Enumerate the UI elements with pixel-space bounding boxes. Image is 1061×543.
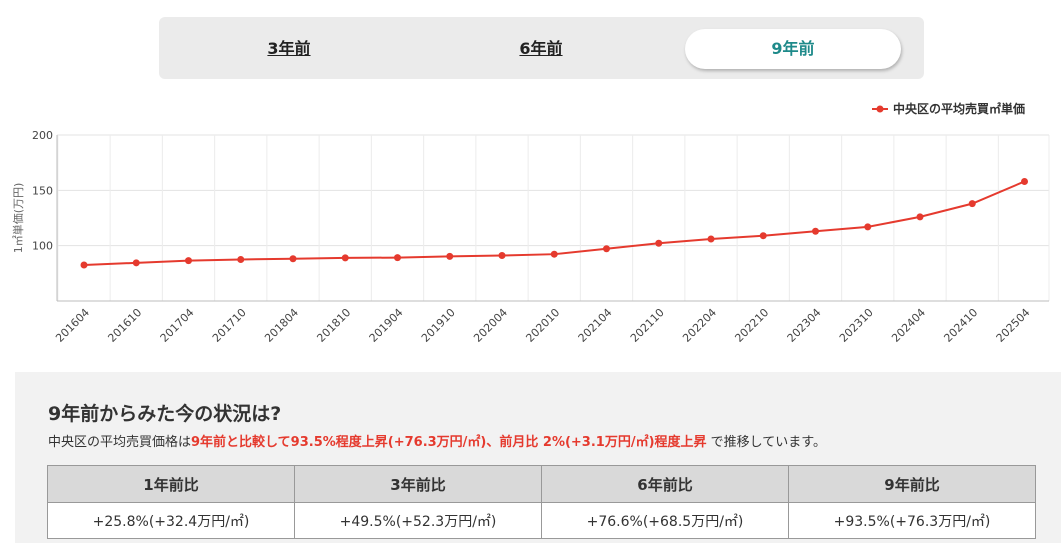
data-point	[864, 223, 872, 231]
data-point	[550, 250, 558, 258]
x-tick-label: 202104	[576, 306, 615, 345]
x-tick-label: 202404	[889, 306, 928, 345]
y-axis-label: 1㎡単価(万円)	[11, 183, 25, 254]
data-point	[394, 254, 401, 262]
data-point	[341, 254, 349, 262]
x-tick-label: 201810	[314, 306, 353, 345]
summary-title: 9年前からみた今の状況は?	[48, 403, 282, 425]
legend-marker	[876, 105, 884, 113]
data-point	[289, 255, 297, 263]
table-cell-1y: +25.8%(+32.4万円/㎡)	[47, 502, 295, 539]
table-header-6y: 6年前比	[541, 465, 789, 503]
y-tick-label: 100	[32, 240, 53, 253]
table-header-1y: 1年前比	[47, 465, 295, 503]
x-tick-label: 201904	[367, 306, 406, 345]
x-tick-label: 202110	[628, 306, 667, 345]
x-tick-label: 202410	[941, 306, 980, 345]
data-point	[1021, 177, 1028, 185]
data-point	[707, 235, 715, 243]
price-trend-chart: 100 150 200 201604 201610 201704 201710 201804 2…	[0, 95, 1061, 365]
tab-9-years[interactable]: 9年前	[685, 29, 901, 69]
tab-6-years[interactable]: 6年前	[519, 39, 563, 58]
data-point	[916, 213, 924, 221]
table-header-9y: 9年前比	[788, 465, 1036, 503]
summary-section: 9年前からみた今の状況は? 中央区の平均売買価格は9年前と比較して93.5%程度…	[15, 372, 1061, 543]
data-point	[237, 256, 245, 263]
data-point	[132, 259, 140, 267]
x-tick-label: 201610	[105, 306, 144, 345]
x-tick-label: 201704	[158, 306, 197, 345]
tab-3-years[interactable]: 3年前	[267, 39, 311, 58]
data-point	[185, 257, 192, 265]
summary-text-suffix: で推移しています。	[706, 435, 826, 450]
y-tick-label: 200	[32, 129, 53, 142]
x-tick-label: 202310	[837, 306, 876, 345]
x-tick-label: 202210	[732, 306, 771, 345]
data-point	[498, 252, 506, 260]
data-point	[655, 239, 663, 247]
data-point	[812, 227, 819, 235]
table-cell-6y: +76.6%(+68.5万円/㎡)	[541, 502, 789, 539]
legend-label: 中央区の平均売買㎡単価	[893, 101, 1025, 116]
y-tick-label: 150	[32, 184, 53, 197]
x-tick-label: 201604	[53, 306, 92, 345]
chart-svg: 100 150 200 201604 201610 201704 201710 201804 2…	[11, 101, 1050, 345]
data-point	[968, 200, 976, 208]
data-point	[603, 245, 610, 253]
summary-text-highlight: 9年前と比較して93.5%程度上昇(+76.3万円/㎡)、前月比 2%(+3.1…	[191, 435, 707, 450]
data-point	[80, 261, 88, 269]
x-tick-label: 202010	[523, 306, 562, 345]
summary-text-prefix: 中央区の平均売買価格は	[48, 435, 192, 450]
comparison-table: 1年前比 3年前比 6年前比 9年前比 +25.8%(+32.4万円/㎡) +4…	[47, 465, 1036, 539]
x-tick-label: 202004	[471, 306, 510, 345]
x-tick-label: 202304	[785, 306, 824, 345]
x-tick-label: 201910	[419, 306, 458, 345]
x-tick-label: 201710	[210, 306, 249, 345]
x-tick-label: 202504	[994, 306, 1033, 345]
summary-text: 中央区の平均売買価格は9年前と比較して93.5%程度上昇(+76.3万円/㎡)、…	[48, 431, 826, 450]
table-cell-9y: +93.5%(+76.3万円/㎡)	[788, 502, 1036, 539]
x-tick-label: 201804	[262, 306, 301, 345]
table-header-row: 1年前比 3年前比 6年前比 9年前比	[47, 465, 1036, 503]
data-point	[759, 232, 767, 240]
table-header-3y: 3年前比	[294, 465, 542, 503]
table-row: +25.8%(+32.4万円/㎡) +49.5%(+52.3万円/㎡) +76.…	[47, 502, 1036, 539]
table-cell-3y: +49.5%(+52.3万円/㎡)	[294, 502, 542, 539]
x-tick-label: 202204	[680, 306, 719, 345]
data-point	[446, 252, 454, 260]
period-tabs: 3年前 6年前 9年前	[159, 17, 924, 79]
